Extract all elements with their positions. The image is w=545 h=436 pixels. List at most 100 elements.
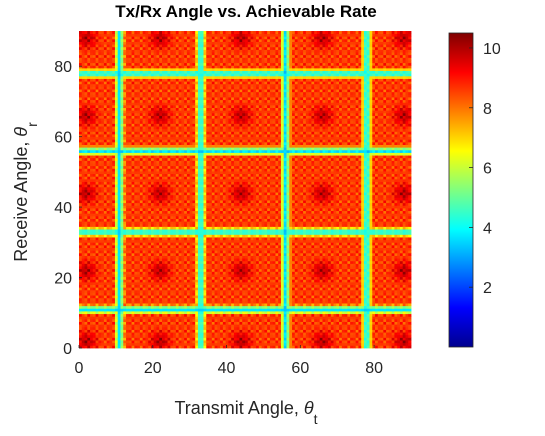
heatmap-cell (162, 86, 166, 90)
heatmap-cell (98, 332, 102, 336)
heatmap-cell (101, 70, 105, 74)
heatmap-cell (142, 297, 146, 301)
heatmap-cell (126, 102, 130, 106)
heatmap-cell (162, 197, 166, 201)
heatmap-cell (131, 308, 135, 312)
heatmap-cell (139, 38, 144, 42)
heatmap-cell (134, 242, 138, 246)
heatmap-cell (103, 171, 108, 175)
heatmap-cell (128, 152, 132, 156)
heatmap-cell (81, 340, 85, 344)
heatmap-cell (170, 318, 174, 322)
heatmap-cell (148, 118, 152, 122)
heatmap-cell (101, 99, 105, 103)
heatmap-cell (159, 234, 163, 238)
heatmap-cell (178, 244, 182, 249)
heatmap-cell (142, 181, 146, 185)
heatmap-cell (112, 260, 116, 264)
heatmap-cell (117, 244, 121, 249)
heatmap-cell (109, 73, 113, 77)
heatmap-cell (189, 295, 193, 299)
heatmap-cell (112, 33, 116, 37)
heatmap-cell (114, 86, 119, 90)
heatmap-cell (134, 81, 138, 85)
heatmap-cell (128, 70, 132, 74)
heatmap-cell (123, 231, 127, 235)
heatmap-cell (153, 57, 157, 61)
heatmap-cell (145, 342, 149, 346)
heatmap-cell (164, 123, 168, 127)
heatmap-cell (181, 292, 185, 296)
heatmap-cell (134, 244, 138, 249)
heatmap-cell (120, 178, 124, 182)
heatmap-cell (123, 244, 127, 249)
heatmap-cell (92, 157, 96, 161)
heatmap-cell (170, 258, 174, 262)
heatmap-cell (139, 152, 144, 156)
heatmap-cell (92, 197, 96, 201)
heatmap-cell (137, 200, 141, 204)
heatmap-cell (131, 86, 135, 90)
heatmap-cell (92, 324, 96, 328)
heatmap-cell (189, 75, 193, 79)
heatmap-cell (106, 342, 110, 346)
heatmap-cell (137, 258, 141, 262)
heatmap-cell (109, 313, 113, 317)
heatmap-cell (109, 131, 113, 135)
heatmap-cell (81, 102, 85, 106)
heatmap-cell (173, 44, 177, 48)
heatmap-cell (173, 62, 177, 66)
heatmap-cell (167, 73, 171, 77)
heatmap-cell (145, 46, 149, 50)
heatmap-cell (167, 104, 171, 109)
heatmap-cell (117, 52, 121, 56)
heatmap-cell (109, 147, 113, 151)
heatmap-cell (159, 134, 163, 138)
heatmap-cell (84, 155, 88, 159)
heatmap-cell (103, 202, 108, 206)
heatmap-cell (184, 337, 188, 341)
heatmap-cell (145, 70, 149, 74)
heatmap-cell (114, 78, 119, 82)
heatmap-cell (131, 115, 135, 119)
heatmap-cell (106, 86, 110, 90)
heatmap-cell (120, 176, 124, 180)
heatmap-cell (123, 266, 127, 270)
heatmap-cell (145, 186, 149, 190)
heatmap-cell (87, 152, 91, 156)
heatmap-cell (126, 326, 130, 330)
heatmap-cell (112, 213, 116, 217)
heatmap-cell (164, 281, 168, 285)
heatmap-cell (84, 81, 88, 85)
heatmap-cell (112, 289, 116, 293)
heatmap-cell (101, 120, 105, 124)
heatmap-cell (90, 91, 94, 95)
heatmap-cell (139, 139, 144, 143)
heatmap-cell (181, 295, 185, 299)
heatmap-cell (117, 78, 121, 82)
heatmap-cell (131, 292, 135, 296)
heatmap-cell (173, 41, 177, 45)
heatmap-cell (170, 316, 174, 320)
heatmap-cell (87, 258, 91, 262)
heatmap-cell (84, 171, 88, 175)
heatmap-cell (137, 163, 141, 167)
heatmap-cell (92, 94, 96, 98)
heatmap-cell (90, 65, 94, 69)
heatmap-cell (167, 171, 171, 175)
heatmap-cell (178, 268, 182, 272)
heatmap-cell (95, 305, 99, 309)
heatmap-cell (137, 147, 141, 151)
heatmap-cell (120, 316, 124, 320)
heatmap-cell (184, 252, 188, 256)
heatmap-cell (106, 226, 110, 230)
heatmap-cell (162, 57, 166, 61)
heatmap-cell (120, 41, 124, 45)
heatmap-cell (84, 97, 88, 101)
heatmap-cell (150, 168, 155, 172)
heatmap-cell (189, 260, 193, 264)
heatmap-cell (114, 57, 119, 61)
heatmap-cell (84, 57, 88, 61)
heatmap-cell (123, 237, 127, 241)
heatmap-cell (145, 31, 149, 35)
